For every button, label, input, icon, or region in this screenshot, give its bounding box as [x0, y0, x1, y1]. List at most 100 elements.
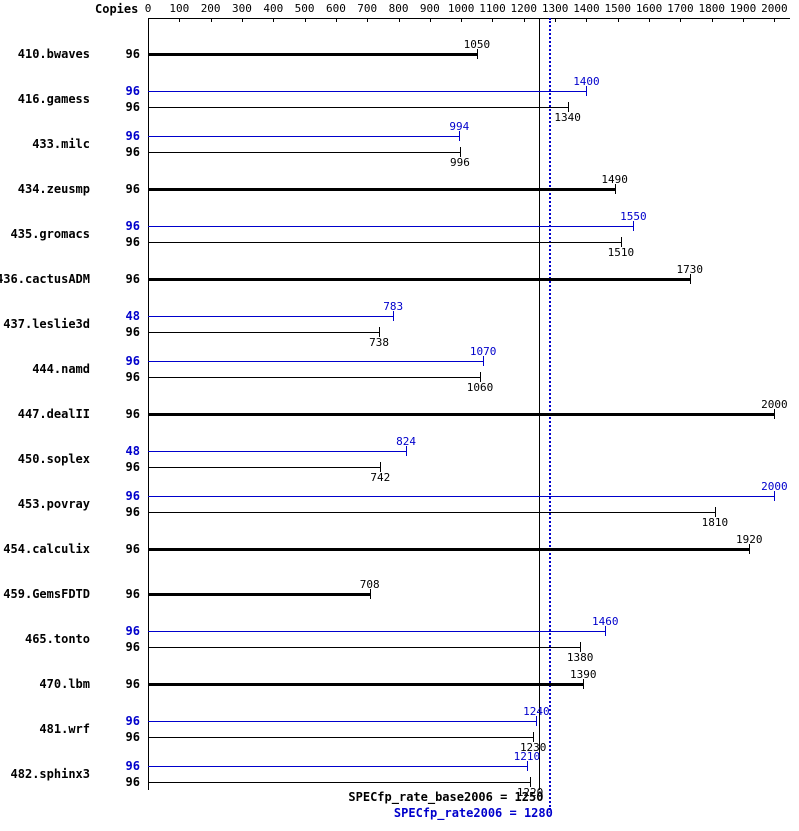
benchmark-label: 437.leslie3d: [3, 317, 90, 331]
benchmark-label: 450.soplex: [18, 452, 90, 466]
base-value-label: 1390: [570, 668, 597, 681]
base-value-label: 1490: [601, 173, 628, 186]
x-tick: [242, 18, 243, 22]
x-tick: [273, 18, 274, 22]
x-axis-line: [148, 18, 790, 19]
x-tick: [586, 18, 587, 22]
x-tick: [399, 18, 400, 22]
x-tick-label: 900: [420, 2, 440, 15]
base-copies-label: 96: [126, 182, 140, 196]
base-value-label: 2000: [761, 398, 788, 411]
base-bar: [148, 242, 621, 243]
peak-copies-label: 48: [126, 309, 140, 323]
x-tick: [712, 18, 713, 22]
peak-bar: [148, 91, 586, 92]
base-value-label: 1050: [464, 38, 491, 51]
peak-value-label: 2000: [761, 480, 788, 493]
base-bar: [148, 413, 774, 416]
base-value-label: 1340: [554, 111, 581, 124]
x-tick-label: 500: [295, 2, 315, 15]
base-copies-label: 96: [126, 775, 140, 789]
spec-rate-chart: 0100200300400500600700800900100011001200…: [0, 0, 799, 831]
x-tick: [179, 18, 180, 22]
base-copies-label: 96: [126, 542, 140, 556]
x-tick: [774, 18, 775, 22]
base-copies-label: 96: [126, 587, 140, 601]
x-tick: [555, 18, 556, 22]
x-tick-label: 1300: [542, 2, 569, 15]
peak-copies-label: 96: [126, 84, 140, 98]
peak-bar: [148, 496, 774, 497]
x-tick-label: 1400: [573, 2, 600, 15]
benchmark-label: 444.namd: [32, 362, 90, 376]
peak-bar: [148, 226, 633, 227]
base-bar: [148, 278, 690, 281]
peak-value-label: 783: [383, 300, 403, 313]
base-bar: [148, 737, 533, 738]
peak-value-label: 1400: [573, 75, 600, 88]
peak-copies-label: 96: [126, 714, 140, 728]
base-copies-label: 96: [126, 640, 140, 654]
x-tick-label: 200: [201, 2, 221, 15]
peak-copies-label: 48: [126, 444, 140, 458]
base-bar: [148, 593, 370, 596]
x-tick-label: 1600: [636, 2, 663, 15]
peak-value-label: 1460: [592, 615, 619, 628]
base-copies-label: 96: [126, 100, 140, 114]
benchmark-label: 447.dealII: [18, 407, 90, 421]
base-copies-label: 96: [126, 677, 140, 691]
base-copies-label: 96: [126, 460, 140, 474]
benchmark-label: 453.povray: [18, 497, 90, 511]
x-tick: [680, 18, 681, 22]
base-copies-label: 96: [126, 730, 140, 744]
base-copies-label: 96: [126, 47, 140, 61]
x-tick-label: 300: [232, 2, 252, 15]
benchmark-label: 481.wrf: [39, 722, 90, 736]
x-tick-label: 1900: [730, 2, 757, 15]
x-tick-label: 1700: [667, 2, 694, 15]
peak-bar: [148, 361, 483, 362]
x-tick-label: 1100: [479, 2, 506, 15]
base-bar: [148, 512, 715, 513]
peak-copies-label: 96: [126, 129, 140, 143]
base-copies-label: 96: [126, 407, 140, 421]
peak-bar: [148, 766, 527, 767]
peak-copies-label: 96: [126, 624, 140, 638]
benchmark-label: 459.GemsFDTD: [3, 587, 90, 601]
x-tick: [492, 18, 493, 22]
benchmark-label: 433.milc: [32, 137, 90, 151]
base-copies-label: 96: [126, 370, 140, 384]
peak-copies-label: 96: [126, 354, 140, 368]
base-bar: [148, 683, 583, 686]
benchmark-label: 416.gamess: [18, 92, 90, 106]
base-copies-label: 96: [126, 145, 140, 159]
base-bar: [148, 548, 749, 551]
base-bar: [148, 188, 615, 191]
x-tick: [367, 18, 368, 22]
x-tick-label: 100: [169, 2, 189, 15]
base-value-label: 1920: [736, 533, 763, 546]
peak-bar: [148, 451, 406, 452]
x-tick: [618, 18, 619, 22]
x-tick-label: 1500: [605, 2, 632, 15]
peak-bar: [148, 316, 393, 317]
x-tick: [461, 18, 462, 22]
base-value-label: 996: [450, 156, 470, 169]
benchmark-label: 454.calculix: [3, 542, 90, 556]
base-value-label: 1510: [608, 246, 635, 259]
copies-header: Copies: [95, 2, 138, 16]
peak-value-label: 1070: [470, 345, 497, 358]
peak-bar: [148, 631, 605, 632]
base-bar: [148, 647, 580, 648]
benchmark-label: 410.bwaves: [18, 47, 90, 61]
peak-bar: [148, 721, 536, 722]
base-value-label: 708: [360, 578, 380, 591]
base-value-label: 1730: [677, 263, 704, 276]
peak-value-label: 824: [396, 435, 416, 448]
base-bar: [148, 467, 380, 468]
x-tick-label: 0: [145, 2, 152, 15]
x-tick: [430, 18, 431, 22]
x-tick: [336, 18, 337, 22]
base-bar: [148, 107, 568, 108]
base-bar: [148, 53, 477, 56]
